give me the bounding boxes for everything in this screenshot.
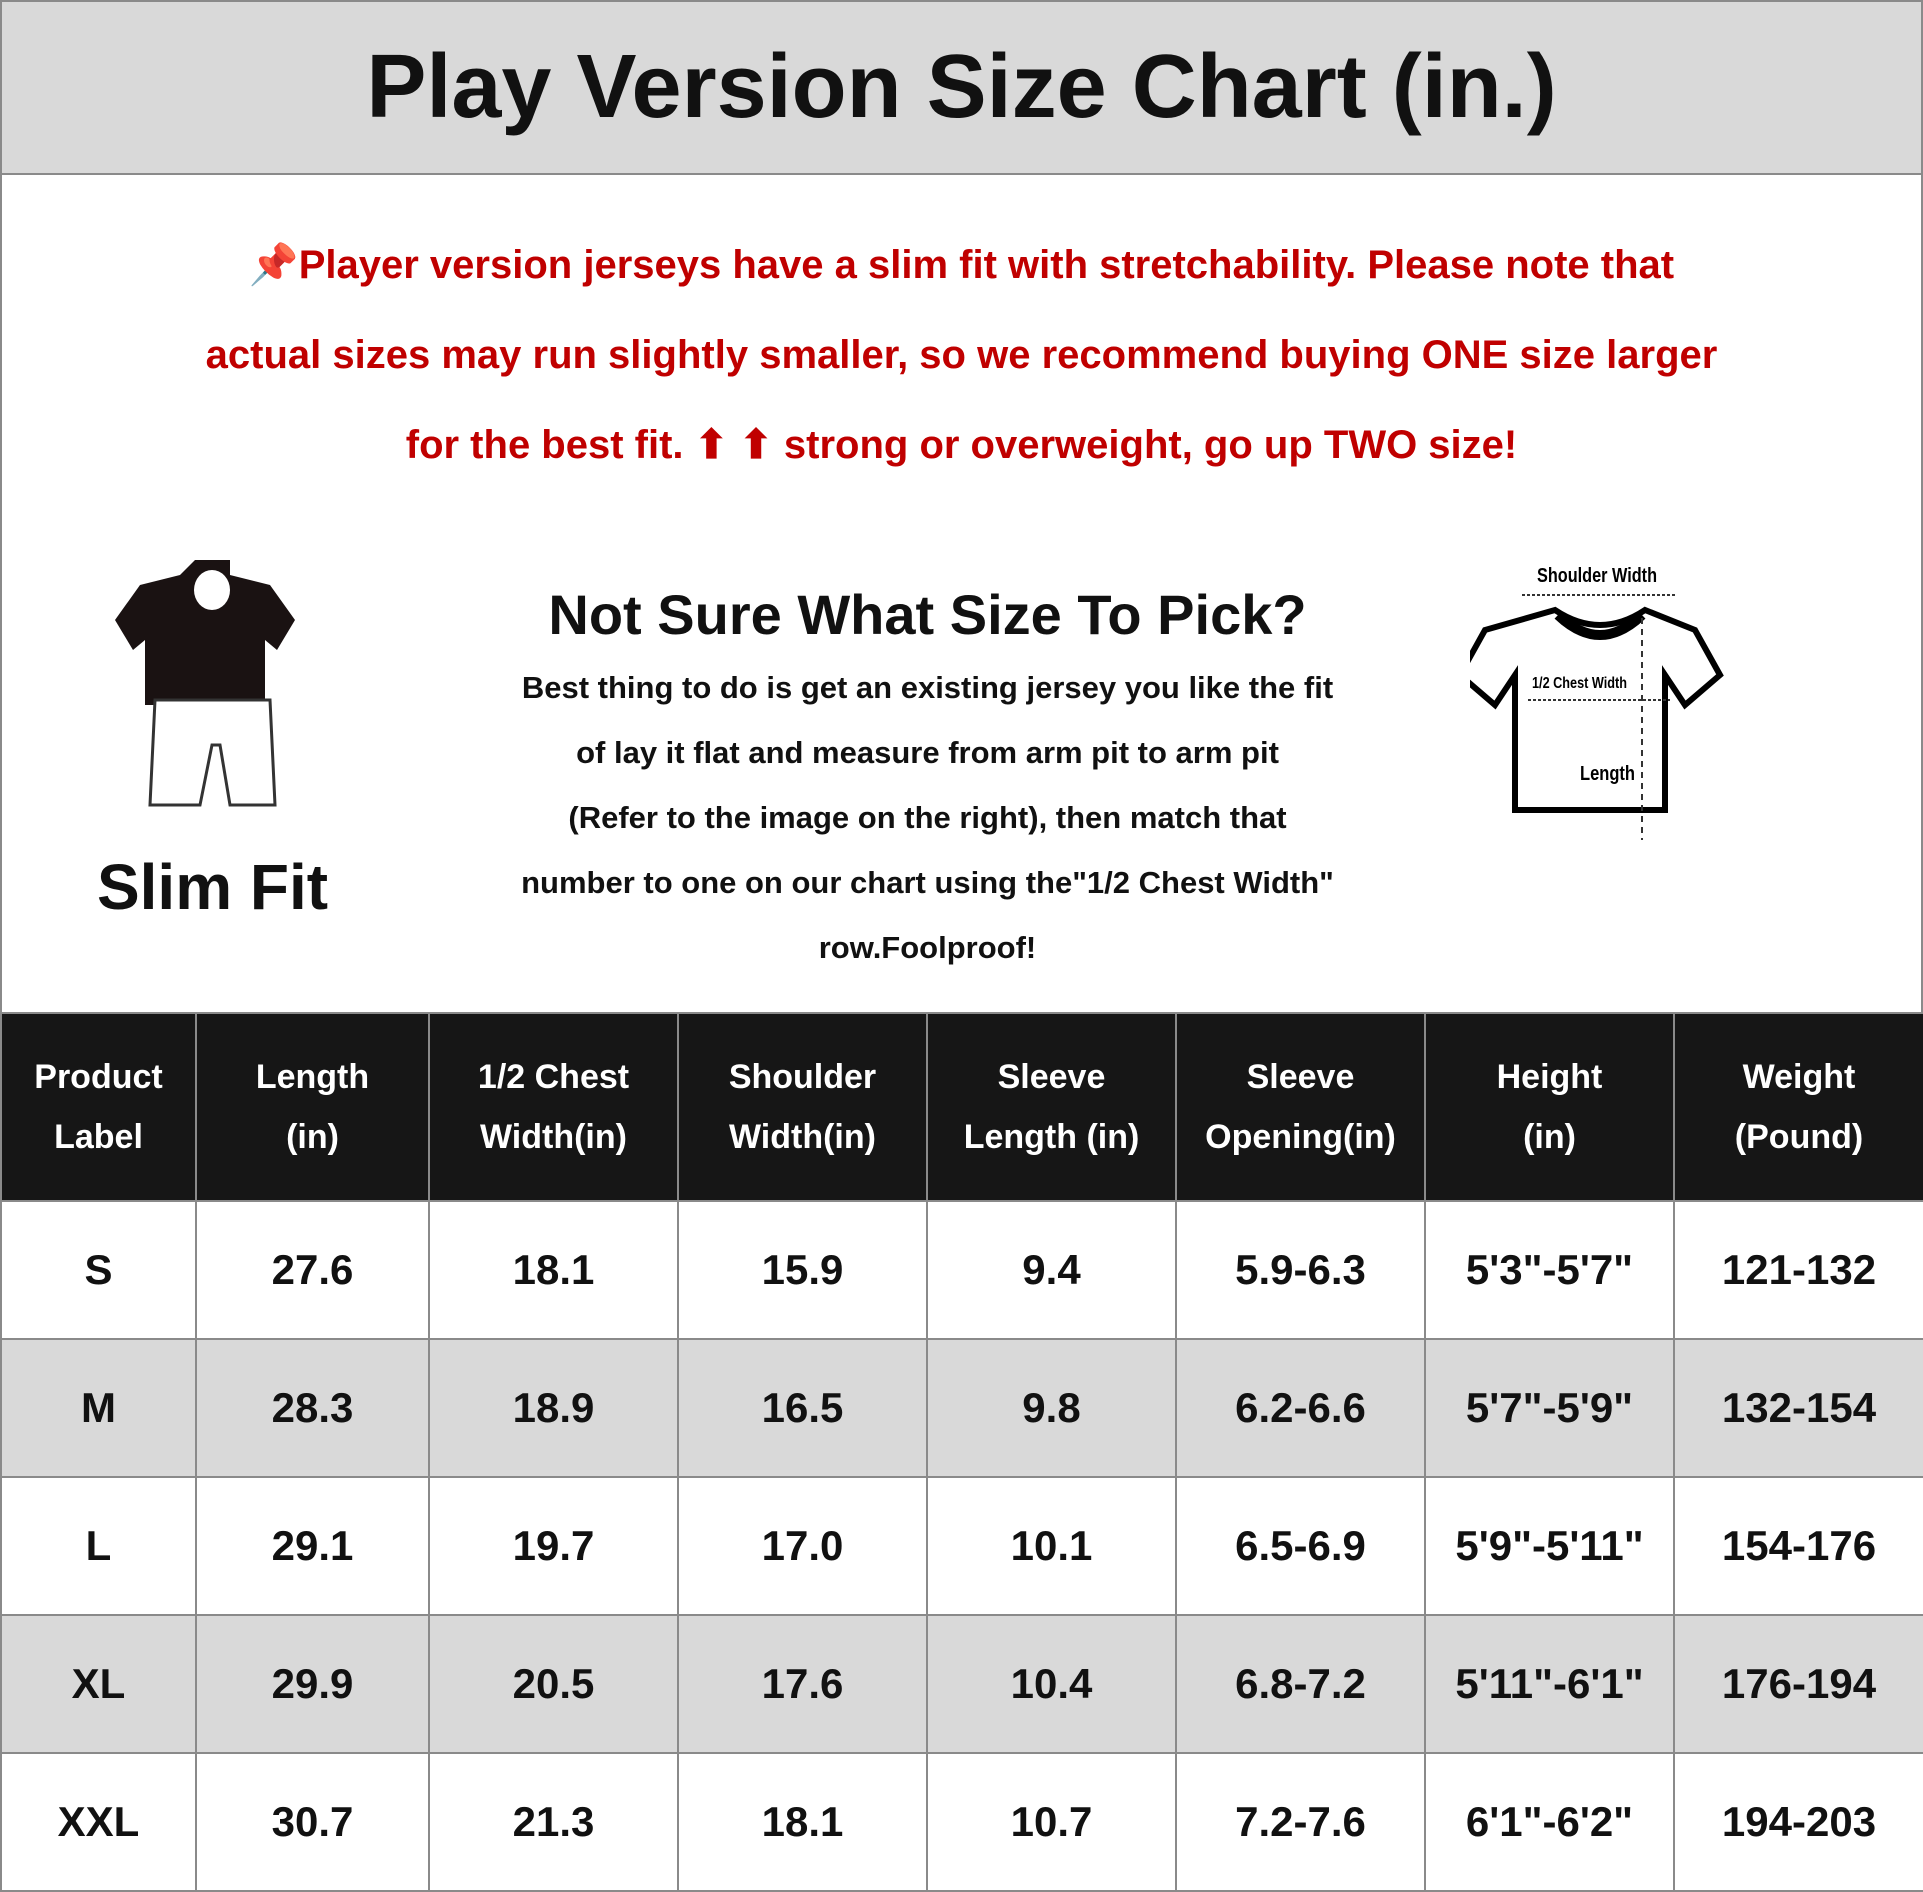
help-line: (Refer to the image on the right), then … [568,800,1287,835]
table-cell: 29.1 [195,1476,430,1616]
column-header-text: Label [54,1118,143,1156]
column-header: Height (in) [1424,1012,1675,1202]
table-row: M 28.3 18.9 16.5 9.8 6.2-6.6 5'7"-5'9" 132-154 [0,1338,1923,1478]
table-cell: 6'1"-6'2" [1424,1752,1675,1892]
table-cell: 5'9"-5'11" [1424,1476,1675,1616]
table-cell: 5.9-6.3 [1175,1200,1426,1340]
table-cell: 10.1 [926,1476,1177,1616]
table-cell: M [0,1338,197,1478]
size-table: Product Label Length (in) 1/2 Chest Width(in)… [0,1012,1923,1892]
notice-line: Player version jerseys have a slim fit w… [298,243,1675,287]
table-cell: 132-154 [1673,1338,1923,1478]
column-header-text: (in) [286,1118,339,1156]
table-cell: 6.8-7.2 [1175,1614,1426,1754]
slim-fit-label: Slim Fit [96,851,329,923]
column-header-text: (Pound) [1734,1118,1864,1156]
info-section [0,175,1923,1012]
table-cell: 9.8 [926,1338,1177,1478]
table-cell: 27.6 [195,1200,430,1340]
help-line: number to one on our chart using the"1/2… [521,865,1334,900]
column-header: Sleeve Opening(in) [1175,1012,1426,1202]
title-bar: Play Version Size Chart (in.) [0,0,1923,175]
column-header-text: Height [1496,1058,1603,1096]
table-cell: 15.9 [677,1200,928,1340]
table-cell: 5'3"-5'7" [1424,1200,1675,1340]
column-header: Shoulder Width(in) [677,1012,928,1202]
table-cell: 121-132 [1673,1200,1923,1340]
table-cell: 19.7 [428,1476,679,1616]
table-cell: 21.3 [428,1752,679,1892]
table-cell: 5'7"-5'9" [1424,1338,1675,1478]
fit-notice: 📌Player version jerseys have a slim fit … [20,220,1903,490]
page-title: Play Version Size Chart (in.) [366,37,1557,137]
column-header-text: 1/2 Chest [477,1058,630,1096]
column-header-text: Product [34,1058,163,1096]
table-cell: 29.9 [195,1614,430,1754]
table-cell: 10.7 [926,1752,1177,1892]
table-cell: 16.5 [677,1338,928,1478]
help-title: Not Sure What Size To Pick? [548,583,1307,646]
table-cell: 28.3 [195,1338,430,1478]
table-cell: 9.4 [926,1200,1177,1340]
column-header-text: Length [255,1058,370,1096]
table-row: L 29.1 19.7 17.0 10.1 6.5-6.9 5'9"-5'11" 154-17… [0,1476,1923,1616]
table-cell: 18.1 [677,1752,928,1892]
table-row: XL 29.9 20.5 17.6 10.4 6.8-7.2 5'11"-6'1" 176-1… [0,1614,1923,1754]
table-cell: 20.5 [428,1614,679,1754]
column-header-text: Weight [1742,1058,1856,1096]
table-cell: 17.6 [677,1614,928,1754]
notice-line: for the best fit. ⬆ ⬆ strong or overweig… [405,423,1518,467]
column-header-text: Sleeve [997,1058,1106,1096]
table-cell: XL [0,1614,197,1754]
table-cell: 6.2-6.6 [1175,1338,1426,1478]
column-header: Length (in) [195,1012,430,1202]
column-header-text: Length (in) [963,1118,1140,1156]
table-cell: 10.4 [926,1614,1177,1754]
chest-width-label: 1/2 Chest Width [1532,675,1627,692]
table-cell: 18.1 [428,1200,679,1340]
table-cell: 18.9 [428,1338,679,1478]
table-cell: 5'11"-6'1" [1424,1614,1675,1754]
size-help: Not Sure What Size To Pick? Best thing t… [395,575,1460,980]
table-cell: 154-176 [1673,1476,1923,1616]
column-header-text: Sleeve [1246,1058,1355,1096]
notice-line: actual sizes may run slightly smaller, s… [205,333,1718,377]
column-header-text: (in) [1523,1118,1576,1156]
table-cell: L [0,1476,197,1616]
column-header: Weight (Pound) [1673,1012,1923,1202]
column-header: Product Label [0,1012,197,1202]
help-line: row.Foolproof! [818,930,1037,965]
column-header-text: Shoulder [728,1058,877,1096]
table-row: XXL 30.7 21.3 18.1 10.7 7.2-7.6 6'1"-6'2" 194-2… [0,1752,1923,1892]
column-header: 1/2 Chest Width(in) [428,1012,679,1202]
column-header-text: Width(in) [480,1118,627,1156]
slim-fit-mannequin-icon [115,560,295,807]
table-cell: 30.7 [195,1752,430,1892]
column-header: Sleeve Length (in) [926,1012,1177,1202]
table-cell: 176-194 [1673,1614,1923,1754]
shoulder-width-label: Shoulder Width [1537,565,1657,587]
column-header-text: Width(in) [729,1118,876,1156]
length-label: Length [1580,763,1635,785]
table-cell: S [0,1200,197,1340]
help-line: Best thing to do is get an existing jers… [521,670,1334,705]
column-header-text: Opening(in) [1205,1118,1396,1156]
help-line: of lay it flat and measure from arm pit … [576,735,1279,770]
table-row: S 27.6 18.1 15.9 9.4 5.9-6.3 5'3"-5'7" 121-132 [0,1200,1923,1340]
table-cell: 6.5-6.9 [1175,1476,1426,1616]
tshirt-measurement-diagram: Shoulder Width 1/2 Chest Width Length [1470,565,1724,840]
table-cell: XXL [0,1752,197,1892]
table-header: Product Label Length (in) 1/2 Chest Width(in)… [0,1012,1923,1202]
table-cell: 17.0 [677,1476,928,1616]
table-cell: 194-203 [1673,1752,1923,1892]
table-cell: 7.2-7.6 [1175,1752,1426,1892]
pushpin-icon: 📌 [248,243,299,287]
